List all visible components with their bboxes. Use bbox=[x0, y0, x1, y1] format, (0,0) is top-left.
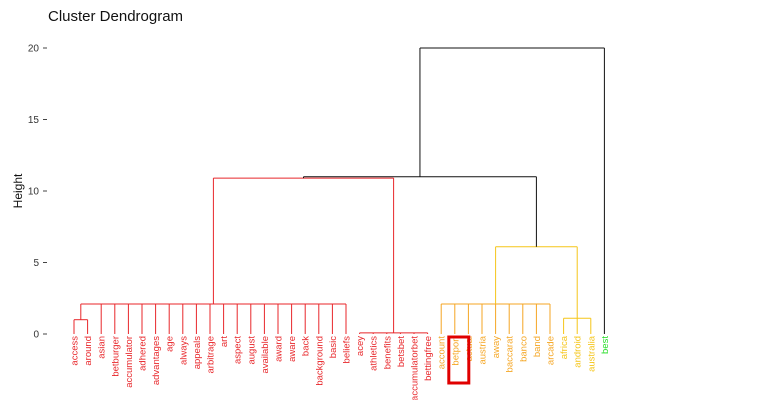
leaf-label: art bbox=[219, 336, 230, 347]
leaf-label: australia bbox=[586, 335, 597, 372]
leaf-label: advantages bbox=[151, 336, 162, 385]
leaf-label: appeals bbox=[192, 336, 203, 370]
chart-title: Cluster Dendrogram bbox=[48, 8, 184, 25]
leaf-label: beliefs bbox=[342, 336, 353, 364]
leaf-label: band bbox=[532, 336, 543, 357]
leaf-label: android bbox=[573, 336, 584, 368]
y-tick-label: 10 bbox=[28, 187, 40, 198]
leaf-label: acey bbox=[355, 336, 366, 356]
leaf-label: betsbet bbox=[396, 336, 407, 368]
highlight-rect bbox=[447, 335, 471, 385]
leaf-label: aspect bbox=[233, 336, 244, 364]
leaf-label: best bbox=[600, 336, 611, 354]
y-axis: 0 5 10 15 20 Height bbox=[11, 44, 47, 341]
leaf-label: asian bbox=[97, 336, 108, 359]
highlight-box bbox=[447, 335, 471, 385]
leaf-label: back bbox=[301, 336, 312, 356]
leaf-label: benefits bbox=[382, 336, 393, 370]
y-tick-label: 15 bbox=[28, 115, 40, 126]
leaf-label: age bbox=[165, 336, 176, 352]
leaf-label: access bbox=[70, 336, 81, 366]
leaf-label: account bbox=[437, 336, 448, 370]
leaf-label: arbitrage bbox=[206, 336, 217, 374]
leaf-label: bettingfree bbox=[423, 336, 434, 381]
leaf-label: award bbox=[274, 336, 285, 362]
leaf-label: available bbox=[260, 336, 271, 374]
dendrogram-links bbox=[73, 47, 605, 334]
leaf-label: banco bbox=[518, 336, 529, 362]
leaf-label: africa bbox=[559, 335, 570, 359]
leaf-label: adhered bbox=[138, 336, 149, 371]
leaf-label: always bbox=[178, 336, 189, 365]
leaf-label: away bbox=[491, 336, 502, 358]
y-tick-label: 0 bbox=[33, 330, 39, 341]
leaf-label: arcade bbox=[546, 336, 557, 365]
y-axis-label: Height bbox=[11, 173, 25, 208]
leaf-label: accumulator bbox=[124, 336, 135, 388]
leaf-label: baccarat bbox=[505, 336, 516, 373]
y-tick-label: 20 bbox=[28, 44, 40, 55]
leaf-label: accumulatorbet bbox=[410, 336, 421, 400]
leaf-label: betport bbox=[450, 336, 461, 366]
leaf-label: basic bbox=[328, 336, 339, 358]
leaf-label: around bbox=[83, 336, 94, 366]
leaf-label: athletics bbox=[369, 336, 380, 371]
y-tick-label: 5 bbox=[33, 258, 39, 269]
leaf-label: aware bbox=[287, 336, 298, 362]
leaf-label: austria bbox=[478, 335, 489, 364]
leaf-label: background bbox=[314, 336, 325, 386]
leaf-labels: access around asian betburger accumulator adh… bbox=[70, 335, 611, 400]
leaf-label: august bbox=[246, 336, 257, 365]
leaf-label: betburger bbox=[110, 336, 121, 377]
